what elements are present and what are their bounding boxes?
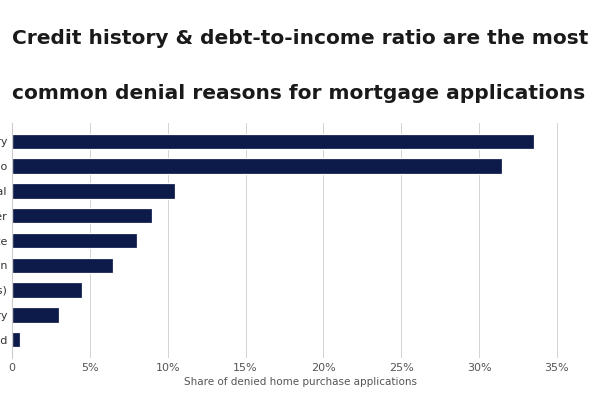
Bar [12, 258, 113, 273]
Bar [12, 332, 20, 348]
Bar [12, 183, 175, 199]
Bar [12, 282, 82, 298]
Bar [12, 208, 152, 223]
Text: common denial reasons for mortgage applications: common denial reasons for mortgage appli… [12, 84, 585, 103]
Text: Credit history & debt-to-income ratio are the most: Credit history & debt-to-income ratio ar… [12, 29, 589, 48]
Bar [12, 307, 59, 323]
X-axis label: Share of denied home purchase applications: Share of denied home purchase applicatio… [184, 377, 416, 387]
Bar [12, 158, 502, 174]
Bar [12, 133, 533, 149]
Bar [12, 233, 137, 248]
